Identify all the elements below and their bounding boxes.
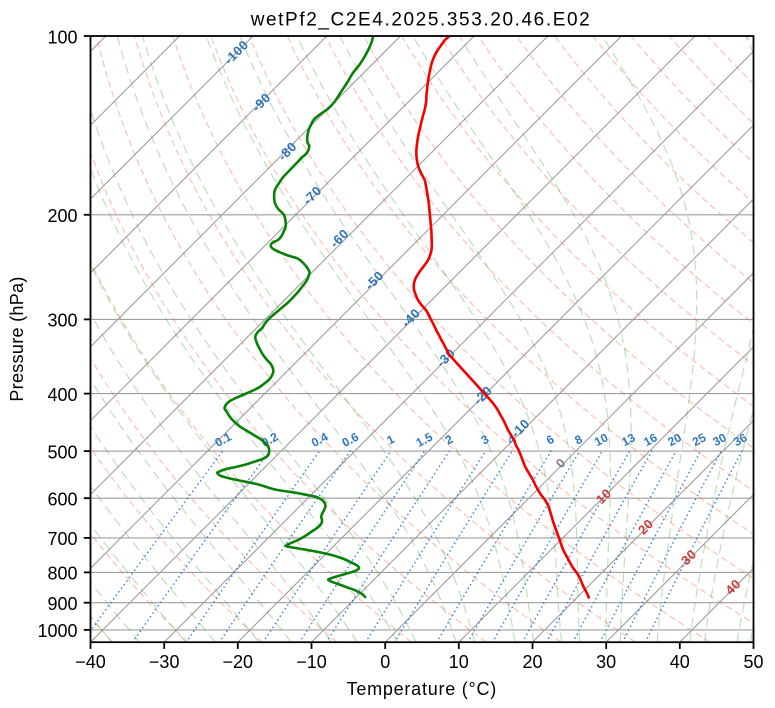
svg-text:Temperature (°C): Temperature (°C): [347, 679, 497, 699]
svg-text:0: 0: [380, 652, 390, 672]
svg-text:10: 10: [592, 430, 611, 449]
svg-text:400: 400: [47, 385, 77, 405]
svg-text:30: 30: [596, 652, 616, 672]
svg-text:700: 700: [47, 529, 77, 549]
svg-text:13: 13: [619, 430, 638, 449]
svg-text:25: 25: [690, 430, 709, 449]
svg-text:20: 20: [522, 652, 542, 672]
svg-text:900: 900: [47, 594, 77, 614]
svg-text:300: 300: [47, 311, 77, 331]
svg-text:−20: −20: [223, 652, 254, 672]
svg-text:36: 36: [731, 430, 750, 449]
svg-text:20: 20: [665, 430, 684, 449]
svg-text:30: 30: [710, 430, 729, 449]
svg-text:10: 10: [449, 652, 469, 672]
svg-text:−30: −30: [149, 652, 180, 672]
svg-text:−10: −10: [296, 652, 327, 672]
svg-text:50: 50: [743, 652, 763, 672]
svg-text:1000: 1000: [37, 621, 77, 641]
svg-text:500: 500: [47, 442, 77, 462]
svg-text:600: 600: [47, 490, 77, 510]
svg-text:40: 40: [670, 652, 690, 672]
svg-text:−40: −40: [75, 652, 106, 672]
svg-text:16: 16: [641, 430, 660, 449]
svg-text:200: 200: [47, 206, 77, 226]
svg-text:800: 800: [47, 564, 77, 584]
svg-text:100: 100: [47, 27, 77, 47]
svg-text:wetPf2_C2E4.2025.353.20.46.E02: wetPf2_C2E4.2025.353.20.46.E02: [250, 10, 592, 31]
svg-text:Pressure (hPa): Pressure (hPa): [7, 276, 27, 401]
